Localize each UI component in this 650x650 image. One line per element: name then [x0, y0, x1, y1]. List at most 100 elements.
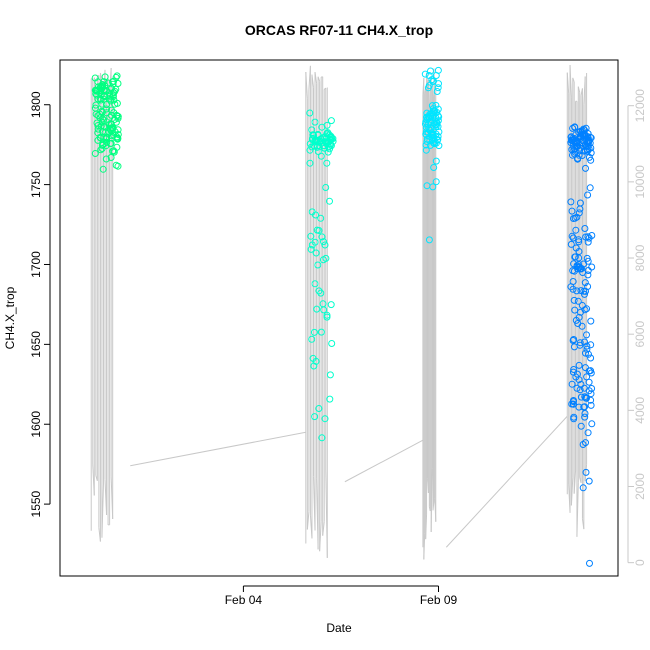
- altitude-profile: [425, 514, 428, 540]
- ch4-point: [324, 129, 332, 137]
- ch4-point: [312, 249, 320, 257]
- chart-title: ORCAS RF07-11 CH4.X_trop: [245, 22, 433, 38]
- altitude-profile: [427, 80, 430, 104]
- ch4-point: [427, 67, 434, 75]
- ch4-point: [587, 396, 595, 404]
- ch4-point: [582, 164, 589, 172]
- ch4-point: [423, 109, 431, 117]
- y2-tick-label: 0: [633, 559, 647, 566]
- ch4-point: [328, 340, 336, 347]
- ch4-point: [306, 146, 314, 154]
- ch4-point: [326, 395, 334, 403]
- ch4-point: [580, 147, 588, 155]
- ch4-point: [581, 413, 589, 421]
- ch4-point: [427, 118, 435, 125]
- ch4-point: [577, 287, 585, 295]
- altitude-profile: [314, 71, 318, 84]
- y-tick-label: 1700: [29, 251, 43, 278]
- ch4-point: [587, 149, 595, 157]
- altitude-profile: [306, 511, 310, 530]
- ch4-point: [432, 157, 440, 165]
- ch4-point: [306, 109, 314, 117]
- ch4-point: [432, 139, 440, 147]
- altitude-profile: [569, 64, 572, 98]
- ch4-point: [587, 341, 595, 349]
- ch4-point: [584, 283, 592, 290]
- y2-tick-label: 2000: [633, 473, 647, 500]
- ch4-point: [110, 96, 118, 104]
- ch4-point: [588, 385, 596, 392]
- y2-tick-label: 6000: [633, 321, 647, 348]
- ch4-point: [567, 198, 575, 206]
- ch4-point: [581, 290, 588, 298]
- ch4-point: [568, 380, 576, 388]
- ch4-point: [586, 184, 594, 192]
- ch4-point: [583, 342, 591, 350]
- ch4-point: [106, 92, 114, 100]
- ch4-point: [317, 328, 325, 336]
- altitude-profile: [573, 470, 577, 494]
- ch4-point: [318, 233, 326, 241]
- ch4-point: [588, 263, 596, 271]
- ch4-point: [571, 253, 579, 261]
- altitude-profile: [98, 527, 101, 542]
- ch4-point: [577, 393, 585, 401]
- ch4-point: [573, 384, 581, 392]
- ch4-point: [102, 155, 110, 163]
- ch4-point: [100, 133, 108, 141]
- ch4-point: [317, 289, 325, 297]
- ch4-point: [582, 124, 590, 132]
- ch4-point: [569, 398, 577, 406]
- ch4-point: [569, 285, 577, 293]
- ch4-point: [580, 403, 588, 411]
- ch4-point: [587, 390, 595, 398]
- ch4-points: [91, 66, 596, 567]
- ch4-point: [423, 182, 431, 190]
- ch4-point: [581, 225, 589, 232]
- altitude-profile: [422, 78, 425, 95]
- ch4-point: [323, 140, 330, 148]
- ch4-point: [100, 95, 108, 103]
- ch4-point: [317, 152, 325, 160]
- ch4-point: [435, 80, 442, 88]
- ch4-point: [109, 147, 117, 155]
- x-axis-label: Date: [326, 621, 352, 635]
- altitude-profile: [583, 76, 586, 105]
- ch4-point: [313, 226, 321, 234]
- ch4-point: [317, 214, 325, 222]
- ch4-point: [319, 300, 327, 308]
- altitude-profile: [110, 476, 114, 519]
- ch4-point: [568, 232, 576, 240]
- ch4-point: [576, 205, 584, 213]
- altitude-profile: [101, 484, 104, 538]
- y-tick-label: 1550: [29, 490, 43, 517]
- ch4-point: [577, 308, 584, 316]
- ch4-point: [320, 238, 327, 246]
- ch4-point: [103, 109, 110, 117]
- ch4-point: [113, 72, 121, 80]
- ch4-point: [573, 138, 581, 145]
- ch4-point: [93, 91, 101, 99]
- ch4-point: [311, 280, 319, 288]
- ch4-point: [575, 209, 583, 217]
- ch4-point: [569, 337, 577, 344]
- ch4-point: [580, 287, 588, 295]
- ch4-point: [106, 113, 114, 121]
- altitude-profile: [322, 521, 325, 536]
- ch4-point: [433, 136, 441, 144]
- altitude-profile: [576, 482, 579, 537]
- ch4-point: [584, 429, 592, 437]
- ch4-point: [92, 87, 100, 95]
- ch4-point: [308, 126, 316, 134]
- altitude-profile: [92, 464, 95, 496]
- ch4-point: [584, 238, 592, 246]
- ch4-point: [322, 254, 330, 262]
- ch4-point: [429, 130, 437, 138]
- altitude-profile: [95, 475, 98, 481]
- altitude-profile: [309, 515, 313, 539]
- ch4-point: [575, 238, 583, 246]
- ch4-point: [98, 141, 106, 149]
- ch4-point: [577, 380, 585, 388]
- y-tick-label: 1600: [29, 411, 43, 438]
- ch4-point: [113, 111, 121, 119]
